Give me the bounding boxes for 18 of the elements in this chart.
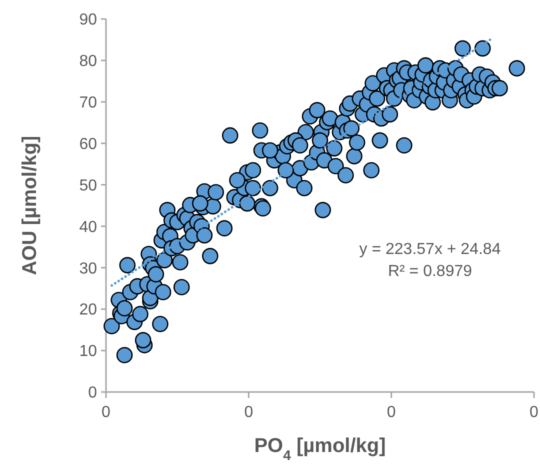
- y-tick-label: 10: [79, 343, 98, 360]
- y-tick-label: 80: [79, 53, 98, 70]
- x-tick-label: 0: [102, 404, 111, 421]
- y-tick-label: 30: [79, 260, 98, 278]
- y-tick-label: 90: [79, 12, 98, 29]
- x-tick-label: 0: [244, 404, 254, 421]
- y-axis-title: AOU [µmol/kg]: [19, 136, 41, 276]
- x-axis-title: PO$_{4}$ [µmol/kg]: [254, 435, 386, 463]
- y-tick-label: 20: [79, 302, 98, 319]
- y-tick-label: 60: [79, 136, 98, 153]
- y-tick-label: 70: [79, 94, 98, 112]
- x-tick-label: 0: [530, 404, 539, 421]
- y-tick-label: 0: [88, 384, 98, 402]
- annotation: y = 223.57x + 24.84: [359, 241, 501, 258]
- y-tick-label: 40: [79, 218, 98, 236]
- y-tick-label: 50: [79, 177, 98, 194]
- annotation: R² = 0.8979: [388, 263, 472, 280]
- x-tick-label: 0: [386, 404, 396, 421]
